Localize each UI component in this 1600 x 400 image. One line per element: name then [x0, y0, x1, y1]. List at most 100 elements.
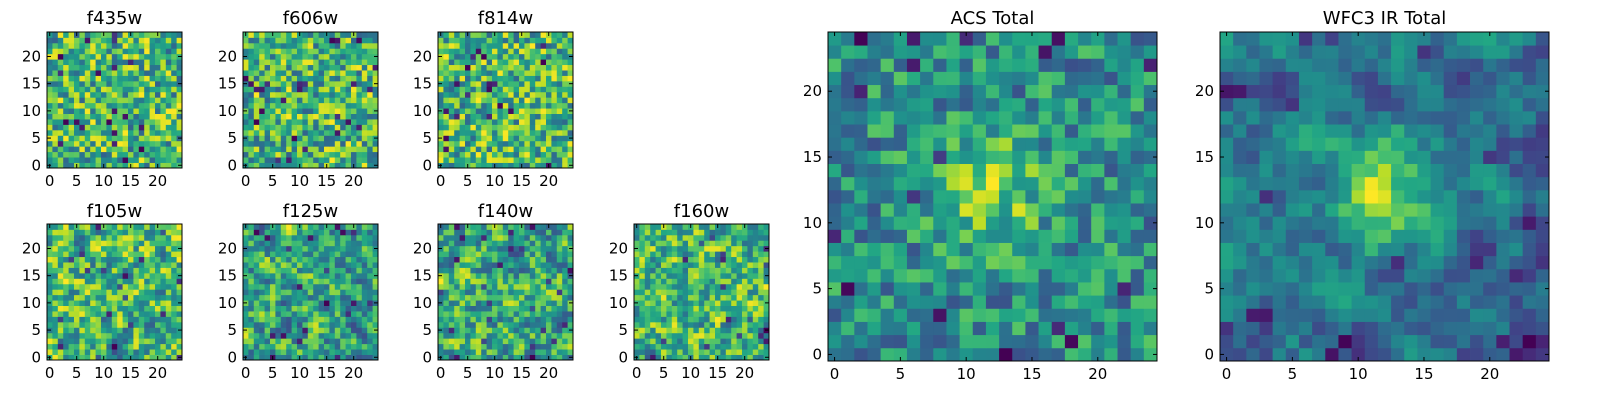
heatmap-cell — [529, 91, 536, 98]
heatmap-cell — [443, 53, 450, 60]
heatmap-cell — [502, 124, 509, 131]
heatmap-cell — [149, 53, 156, 60]
heatmap-cell — [1012, 216, 1026, 230]
heatmap-cell — [725, 229, 732, 236]
heatmap-cell — [470, 256, 477, 263]
heatmap-cell — [176, 267, 183, 274]
heatmap-cell — [259, 229, 265, 236]
x-tick-label: 15 — [121, 172, 140, 190]
heatmap-cell — [171, 70, 177, 76]
heatmap-cell — [280, 108, 287, 114]
heatmap-cell — [165, 97, 172, 104]
heatmap-cell — [546, 86, 552, 93]
heatmap-cell — [367, 75, 373, 82]
heatmap-cell — [763, 294, 770, 301]
heatmap-cell — [248, 327, 255, 334]
heatmap-cell — [144, 272, 150, 279]
heatmap-cell — [361, 86, 368, 93]
heatmap-cell — [535, 80, 541, 87]
heatmap-cell — [149, 354, 156, 361]
heatmap-cell — [286, 338, 292, 345]
heatmap-cell — [475, 262, 482, 268]
heatmap-cell — [946, 295, 960, 309]
heatmap-cell — [345, 119, 352, 125]
heatmap-cell — [253, 229, 260, 236]
y-tick-label: 20 — [22, 47, 41, 65]
heatmap-cell — [372, 157, 379, 163]
heatmap-cell — [122, 283, 129, 290]
heatmap-cell — [275, 75, 282, 82]
heatmap-cell — [454, 119, 460, 125]
heatmap-cell — [144, 53, 150, 60]
heatmap-cell — [567, 267, 574, 274]
heatmap-cell — [551, 37, 558, 44]
heatmap-cell — [259, 119, 265, 125]
heatmap-cell — [546, 262, 552, 268]
heatmap-cell — [567, 70, 574, 76]
heatmap-cell — [259, 162, 265, 169]
heatmap-cell — [454, 294, 460, 301]
heatmap-cell — [171, 157, 177, 163]
heatmap-cell — [160, 42, 167, 49]
heatmap-cell — [666, 321, 673, 328]
heatmap-cell — [524, 91, 531, 98]
heatmap-cell — [101, 86, 107, 93]
axes-frame-f140w — [437, 223, 574, 361]
heatmap-cell — [524, 294, 531, 301]
heatmap-cell — [144, 354, 150, 361]
heatmap-cell — [448, 157, 455, 163]
heatmap-cell — [270, 327, 276, 334]
heatmap-cell — [248, 64, 255, 71]
heatmap-cell — [47, 70, 53, 76]
heatmap-cell — [345, 86, 352, 93]
heatmap-cell — [313, 91, 319, 98]
heatmap-cell — [715, 251, 721, 258]
heatmap-cell — [160, 162, 167, 169]
heatmap-cell — [52, 157, 59, 163]
heatmap-cell — [138, 140, 145, 147]
heatmap-cell — [465, 321, 471, 328]
heatmap-cell — [465, 157, 471, 163]
heatmap-cell — [176, 229, 183, 236]
heatmap-cell — [671, 256, 678, 263]
heatmap-cell — [74, 240, 80, 247]
heatmap-cell — [529, 53, 536, 60]
heatmap-cell — [248, 32, 255, 38]
heatmap-cell — [356, 343, 363, 350]
heatmap-cell — [248, 251, 255, 258]
heatmap-cell — [243, 42, 249, 49]
heatmap-cell — [492, 119, 498, 125]
heatmap-cell — [529, 119, 536, 125]
heatmap-cell — [351, 70, 357, 76]
heatmap-cell — [524, 224, 531, 230]
heatmap-cell — [828, 295, 842, 309]
heatmap-cell — [475, 251, 482, 258]
heatmap-cell — [677, 338, 683, 345]
heatmap-cell — [253, 140, 260, 147]
heatmap-cell — [324, 262, 330, 268]
heatmap-cell — [639, 349, 646, 355]
heatmap-cell — [1078, 334, 1092, 349]
heatmap-cell — [111, 234, 118, 241]
heatmap-cell — [470, 283, 477, 290]
heatmap-cell — [318, 283, 325, 290]
heatmap-cell — [704, 234, 710, 241]
heatmap-cell — [720, 256, 727, 263]
heatmap-cell — [698, 327, 705, 334]
heatmap-cell — [79, 151, 86, 158]
x-tick-label: 10 — [290, 172, 309, 190]
heatmap-cell — [286, 245, 292, 252]
heatmap-cell — [128, 283, 134, 290]
heatmap-cell — [313, 97, 319, 104]
heatmap-cell — [133, 251, 140, 258]
heatmap-cell — [57, 91, 64, 98]
heatmap-cell — [372, 321, 379, 328]
heatmap-cell — [361, 108, 368, 114]
heatmap-cell — [133, 75, 140, 82]
heatmap-cell — [508, 64, 514, 71]
heatmap-cell — [117, 86, 123, 93]
heatmap-cell — [176, 283, 183, 290]
heatmap-cell — [959, 242, 974, 257]
heatmap-cell — [556, 32, 563, 38]
